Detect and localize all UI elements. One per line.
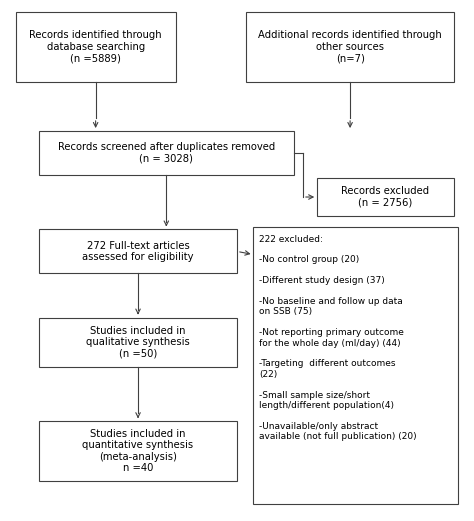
Text: Studies included in
qualitative synthesis
(n =50): Studies included in qualitative synthesi… [86, 326, 190, 359]
Text: Records excluded
(n = 2756): Records excluded (n = 2756) [341, 186, 429, 208]
FancyBboxPatch shape [16, 12, 176, 82]
Text: Additional records identified through
other sources
(n=7): Additional records identified through ot… [258, 30, 442, 64]
FancyBboxPatch shape [39, 317, 237, 367]
FancyBboxPatch shape [39, 421, 237, 481]
FancyBboxPatch shape [317, 178, 454, 216]
Text: Studies included in
quantitative synthesis
(meta-analysis)
n =40: Studies included in quantitative synthes… [82, 429, 193, 474]
Text: 222 excluded:

-No control group (20)

-Different study design (37)

-No baselin: 222 excluded: -No control group (20) -Di… [259, 234, 417, 441]
FancyBboxPatch shape [246, 12, 454, 82]
Text: Records screened after duplicates removed
(n = 3028): Records screened after duplicates remove… [58, 142, 275, 164]
FancyBboxPatch shape [254, 227, 458, 504]
FancyBboxPatch shape [39, 229, 237, 274]
Text: 272 Full-text articles
assessed for eligibility: 272 Full-text articles assessed for elig… [82, 241, 194, 262]
FancyBboxPatch shape [39, 131, 293, 175]
Text: Records identified through
database searching
(n =5889): Records identified through database sear… [29, 30, 162, 64]
